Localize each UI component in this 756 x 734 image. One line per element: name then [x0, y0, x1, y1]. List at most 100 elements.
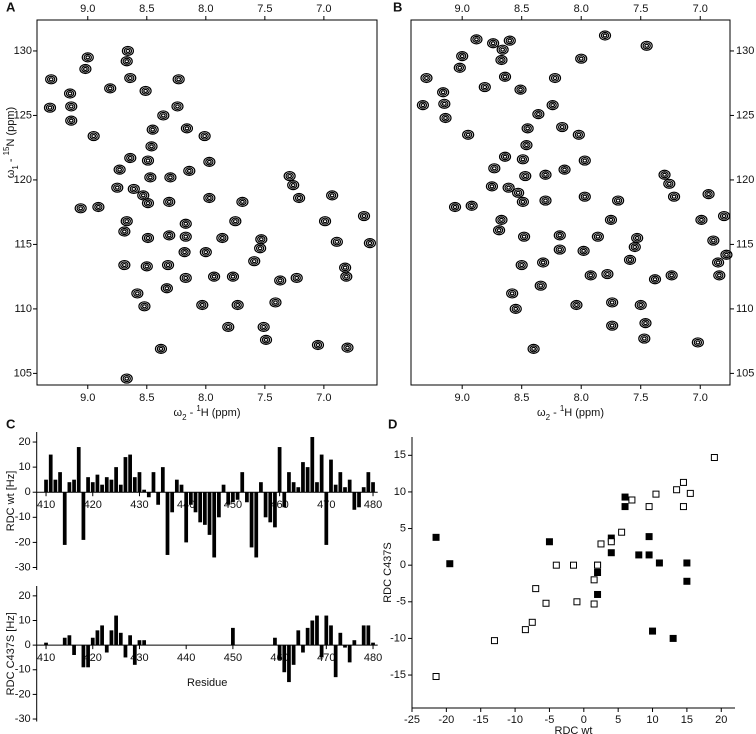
x-tick-label: 8.0: [198, 3, 213, 15]
panel-letter: D: [388, 416, 397, 431]
point: [490, 637, 498, 645]
contour-ring: [143, 156, 153, 165]
bar: [268, 492, 273, 523]
bar: [109, 479, 114, 493]
peak: [572, 129, 585, 140]
contour-ring: [165, 198, 174, 206]
peak: [462, 129, 475, 140]
contour-ring: [160, 283, 173, 294]
contour-ring: [343, 343, 352, 352]
bar: [305, 467, 310, 493]
peak: [628, 241, 641, 253]
contour-ring: [296, 195, 302, 201]
contour-ring: [502, 74, 508, 79]
label-part: 15: [2, 146, 11, 155]
x-tick-label: 9.0: [80, 392, 95, 404]
contour-ring: [145, 201, 151, 206]
peak: [198, 130, 211, 142]
bar: [123, 457, 128, 493]
y-tick-label: 0: [25, 639, 31, 651]
x-tick-label: 410: [37, 652, 55, 664]
contour-ring: [574, 302, 579, 308]
contour-ring: [600, 31, 610, 40]
contour-ring: [582, 158, 588, 163]
contour-ring: [579, 247, 588, 255]
contour-ring: [609, 300, 615, 305]
x-tick-label: 450: [224, 652, 242, 664]
y-tick-label: 5: [400, 522, 406, 534]
bar: [137, 640, 142, 646]
contour-ring: [586, 271, 595, 279]
contour-ring: [658, 169, 671, 180]
peak: [222, 321, 235, 333]
peak: [254, 243, 267, 254]
bar: [371, 482, 375, 493]
peak: [131, 288, 144, 299]
contour-ring: [721, 213, 727, 219]
contour-ring: [453, 62, 466, 73]
peak: [707, 235, 720, 246]
contour-ring: [292, 192, 306, 204]
peak: [601, 268, 614, 280]
contour-ring: [318, 216, 332, 227]
contour-ring: [627, 257, 633, 262]
x-tick-label: 7.5: [633, 3, 648, 15]
contour-ring: [173, 102, 182, 111]
contour-ring: [124, 152, 137, 164]
peak: [292, 192, 306, 204]
y-tick-label: 115: [736, 238, 754, 250]
contour-ring: [43, 102, 57, 113]
contour-ring: [459, 54, 465, 59]
bar: [156, 492, 161, 505]
contour-ring: [185, 167, 194, 175]
peak: [604, 214, 618, 226]
peak: [537, 257, 550, 268]
contour-ring: [139, 191, 148, 200]
contour-ring: [230, 274, 236, 279]
contour-ring: [67, 117, 76, 125]
contour-ring: [513, 189, 523, 197]
x-tick-label: 9.0: [455, 3, 470, 15]
contour-ring: [534, 280, 547, 291]
peak: [606, 297, 619, 308]
bar: [352, 492, 357, 510]
contour-ring: [203, 156, 216, 167]
contour-ring: [604, 214, 618, 226]
contour-ring: [186, 168, 192, 174]
peak: [146, 124, 159, 135]
peak: [478, 81, 491, 93]
peak: [691, 337, 704, 348]
contour-ring: [157, 110, 170, 121]
contour-ring: [255, 234, 268, 245]
contour-ring: [520, 199, 526, 204]
contour-ring: [548, 72, 562, 84]
contour-ring: [140, 261, 153, 272]
y-tick-label: -10: [15, 511, 31, 523]
peak: [515, 259, 528, 271]
contour-ring: [225, 324, 231, 330]
contour-ring: [83, 53, 92, 62]
y-tick-label: 120: [736, 174, 754, 186]
contour-ring: [625, 256, 635, 264]
contour-ring: [181, 274, 190, 282]
contour-ring: [330, 236, 343, 247]
peak: [575, 53, 588, 64]
peak: [183, 165, 196, 177]
contour-ring: [500, 153, 510, 161]
contour-ring: [518, 155, 528, 163]
peak: [138, 301, 151, 312]
contour-ring: [416, 100, 430, 111]
contour-ring: [211, 274, 217, 279]
contour-ring: [420, 72, 433, 84]
contour-ring: [474, 37, 479, 42]
contour-ring: [717, 210, 731, 222]
bar: [319, 454, 324, 493]
contour-ring: [706, 192, 711, 197]
contour-ring: [541, 171, 550, 179]
bar: [333, 645, 338, 678]
contour-ring: [138, 301, 151, 312]
bar: [347, 479, 352, 493]
peak: [640, 40, 653, 51]
contour-ring: [450, 203, 460, 211]
contour-ring: [263, 337, 269, 342]
